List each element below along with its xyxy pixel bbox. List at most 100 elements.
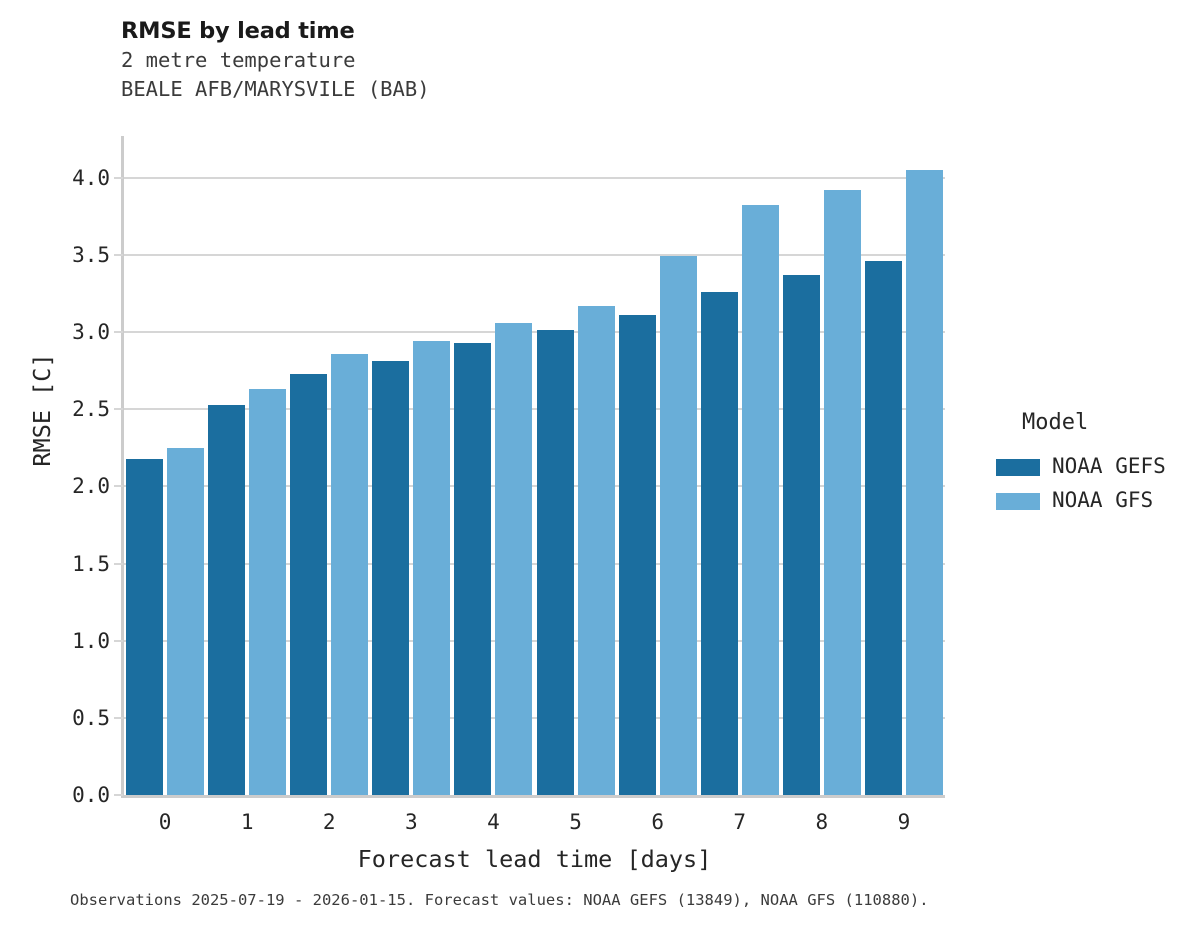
bar[interactable] — [659, 256, 697, 795]
x-axis-tick-label: 4 — [487, 810, 500, 834]
x-axis-tick-labels: 0 1 2 3 4 5 6 7 8 9 — [124, 812, 945, 840]
grid-minor-tick — [612, 716, 622, 719]
bar[interactable] — [536, 330, 574, 795]
grid-minor-tick — [284, 176, 294, 179]
grid-minor-tick — [202, 562, 212, 565]
grid-minor-tick — [776, 176, 786, 179]
grid-minor-tick — [284, 485, 294, 488]
grid-minor-tick — [858, 253, 868, 256]
grid-minor-tick — [366, 639, 376, 642]
grid-minor-tick — [694, 408, 704, 411]
grid-minor-tick — [448, 716, 458, 719]
legend-item-label: NOAA GFS — [1052, 488, 1154, 512]
grid-minor-tick — [284, 408, 294, 411]
legend-swatch-icon — [996, 493, 1040, 510]
y-axis-tick-label: 3.5 — [72, 242, 110, 267]
bar[interactable] — [495, 322, 533, 795]
x-axis-tick-label: 5 — [569, 810, 582, 834]
grid-minor-tick — [858, 639, 868, 642]
grid-minor-tick — [366, 176, 376, 179]
grid-minor-tick — [858, 176, 868, 179]
y-axis-tick-label: 0.5 — [72, 705, 110, 730]
grid-minor-tick — [448, 331, 458, 333]
bar[interactable] — [618, 315, 656, 795]
y-axis-tick — [114, 716, 123, 719]
grid-minor-tick — [776, 639, 786, 642]
grid-minor-tick — [694, 485, 704, 488]
grid-minor-tick — [202, 485, 212, 488]
grid-minor-tick — [530, 716, 540, 719]
legend-swatch-icon — [996, 459, 1040, 476]
bar[interactable] — [167, 447, 205, 795]
grid-minor-tick — [858, 716, 868, 719]
bar[interactable] — [700, 291, 738, 795]
grid-minor-tick — [612, 562, 622, 565]
grid-minor-tick — [858, 331, 868, 333]
y-axis-tick — [114, 794, 123, 796]
y-axis-tick-label: 0.0 — [72, 783, 110, 807]
grid-minor-tick — [776, 716, 786, 719]
grid-minor-tick — [612, 639, 622, 642]
grid-minor-tick — [202, 408, 212, 411]
grid-minor-tick — [776, 331, 786, 333]
y-axis-tick-label: 4.0 — [72, 165, 110, 190]
grid-minor-tick — [366, 485, 376, 488]
x-axis-tick-label: 3 — [405, 810, 418, 834]
bar[interactable] — [249, 389, 287, 795]
grid-minor-tick — [530, 253, 540, 256]
x-axis-tick-label: 8 — [815, 810, 829, 834]
bar[interactable] — [413, 341, 451, 795]
y-axis-tick-label: 2.0 — [72, 474, 110, 499]
grid-minor-tick — [612, 408, 622, 411]
grid-minor-tick — [612, 253, 622, 256]
grid-minor-tick — [694, 716, 704, 719]
x-axis-spine — [121, 795, 945, 798]
grid-minor-tick — [202, 331, 212, 333]
grid-minor-tick — [694, 331, 704, 333]
bar[interactable] — [823, 190, 861, 795]
bar[interactable] — [782, 274, 820, 795]
grid-minor-tick — [612, 176, 622, 179]
legend-title: Model — [1022, 410, 1089, 435]
grid-minor-tick — [448, 639, 458, 642]
grid-minor-tick — [694, 639, 704, 642]
y-axis-tick — [114, 253, 123, 256]
y-axis-tick-label: 1.0 — [72, 628, 110, 653]
x-axis-title: Forecast lead time [days] — [357, 845, 712, 873]
bar[interactable] — [290, 373, 328, 795]
y-axis-tick — [114, 331, 123, 333]
grid-minor-tick — [202, 176, 212, 179]
bar[interactable] — [372, 361, 410, 795]
grid-minor-tick — [448, 408, 458, 411]
y-axis-tick-label: 2.5 — [72, 397, 110, 422]
grid-minor-tick — [284, 331, 294, 333]
bar[interactable] — [126, 458, 164, 795]
grid-minor-tick — [366, 562, 376, 565]
grid-minor-tick — [530, 176, 540, 179]
bar[interactable] — [208, 404, 246, 795]
grid-minor-tick — [202, 639, 212, 642]
y-axis-tick-label: 3.0 — [72, 320, 110, 344]
bar[interactable] — [331, 353, 369, 795]
x-axis-tick-label: 9 — [897, 810, 911, 834]
bar[interactable] — [741, 205, 779, 795]
bar[interactable] — [577, 305, 615, 795]
bar[interactable] — [864, 261, 902, 795]
grid-minor-tick — [284, 716, 294, 719]
chart-subtitle-variable: 2 metre temperature — [121, 48, 356, 72]
grid-minor-tick — [530, 331, 540, 333]
bar[interactable] — [905, 169, 943, 795]
plot-area — [114, 136, 945, 798]
chart-subtitle-station: BEALE AFB/MARYSVILE (BAB) — [121, 77, 430, 101]
grid-minor-tick — [202, 253, 212, 256]
bar[interactable] — [454, 342, 492, 795]
grid-minor-tick — [694, 253, 704, 256]
y-axis-title: RMSE [C] — [28, 353, 56, 467]
grid-minor-tick — [776, 253, 786, 256]
grid-minor-tick — [366, 331, 376, 333]
grid-minor-tick — [694, 562, 704, 565]
title-block: RMSE by lead time 2 metre temperature BE… — [121, 16, 941, 104]
legend-item-label: NOAA GEFS — [1052, 454, 1166, 478]
grid-minor-tick — [448, 253, 458, 256]
y-axis-tick — [114, 408, 123, 411]
